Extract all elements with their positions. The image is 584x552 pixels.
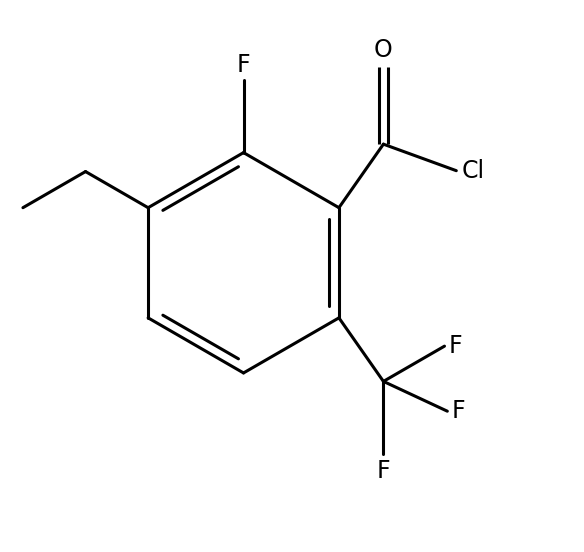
Text: F: F xyxy=(237,53,251,77)
Text: F: F xyxy=(449,334,463,358)
Text: O: O xyxy=(374,38,393,62)
Text: F: F xyxy=(377,459,390,483)
Text: F: F xyxy=(452,399,465,423)
Text: Cl: Cl xyxy=(461,158,485,183)
